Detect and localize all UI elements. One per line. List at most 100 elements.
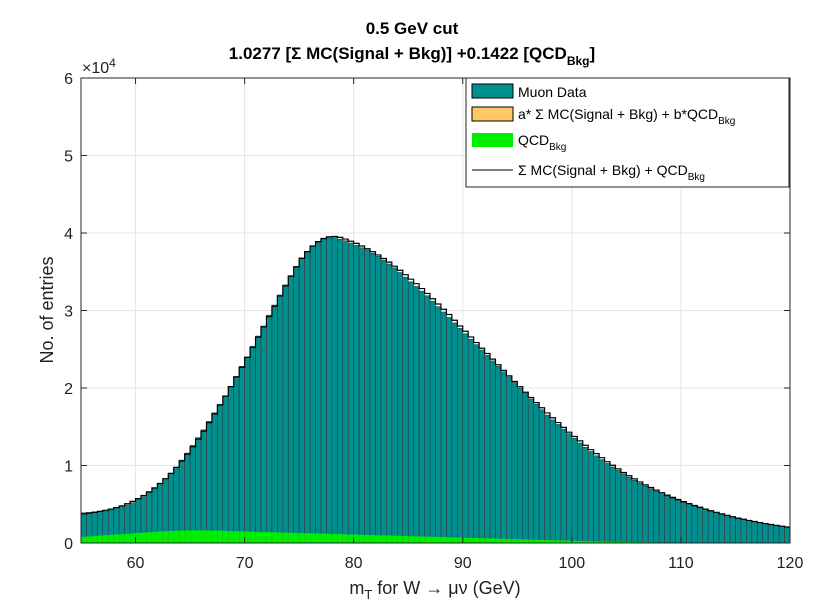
data-bar (402, 276, 409, 544)
qcd-bar (124, 533, 131, 543)
data-bar (478, 349, 485, 544)
data-bar (767, 524, 774, 544)
qcd-bar (506, 538, 512, 543)
data-bar (391, 267, 398, 544)
data-bar (337, 238, 344, 544)
data-bar (669, 497, 676, 544)
legend-label-fit: a* Σ MC(Signal + Bkg) + b*QCDBkg (518, 106, 735, 127)
data-bar (658, 493, 665, 544)
qcd-bar (315, 533, 321, 543)
qcd-bar (299, 533, 305, 543)
data-bar (304, 251, 311, 544)
qcd-bar (135, 532, 141, 543)
data-bar (713, 512, 720, 544)
data-bar (702, 509, 709, 544)
data-bar (636, 483, 644, 544)
title-line2-subscript: Bkg (567, 54, 590, 68)
data-bar (364, 249, 371, 544)
qcd-bar (320, 533, 327, 543)
data-bar (315, 242, 322, 544)
y-tick-label: 2 (64, 381, 73, 398)
chart-title-line1: 0.5 GeV cut (366, 19, 459, 38)
data-bar (211, 412, 218, 544)
qcd-bar (424, 536, 431, 543)
data-bar (533, 403, 540, 544)
qcd-bar (462, 537, 469, 543)
qcd-bar (331, 534, 338, 543)
data-bar (576, 442, 584, 544)
data-bar (696, 507, 704, 544)
qcd-bar (244, 531, 251, 543)
qcd-bar (310, 533, 316, 543)
data-bar (260, 325, 267, 544)
y-tick-label: 1 (64, 459, 73, 476)
qcd-bar (304, 533, 311, 543)
qcd-bar (342, 534, 349, 543)
data-bar (189, 445, 196, 544)
qcd-bar (151, 531, 158, 543)
qcd-bar (168, 530, 174, 543)
legend-qcd-main: QCD (518, 132, 549, 148)
legend-swatch-qcd (472, 133, 513, 147)
y-axis-label: No. of entries (37, 256, 57, 363)
qcd-bar (206, 530, 212, 543)
qcd-bar (140, 532, 147, 543)
data-bar (587, 451, 594, 544)
qcd-bar (473, 538, 480, 543)
x-tick-label: 120 (777, 555, 804, 572)
legend-label-data: Muon Data (518, 84, 587, 100)
qcd-bar (479, 538, 485, 543)
qcd-bar (517, 539, 523, 543)
data-bar (462, 333, 469, 544)
qcd-bar (173, 530, 180, 543)
qcd-bar (539, 539, 545, 543)
qcd-bar (451, 537, 458, 543)
qcd-bar (522, 539, 529, 543)
data-bar (729, 516, 736, 544)
qcd-bar (615, 541, 621, 543)
qcd-bar (402, 536, 409, 543)
x-tick-label: 60 (127, 555, 145, 572)
qcd-bar (353, 534, 360, 543)
sum-series-line (81, 235, 790, 528)
data-bar (686, 503, 693, 544)
data-bar (326, 237, 333, 544)
qcd-bar (435, 536, 441, 543)
legend-label-qcd: QCDBkg (518, 132, 566, 153)
data-bar (298, 257, 305, 544)
qcd-bar (380, 535, 387, 543)
y-tick-label: 6 (64, 71, 73, 88)
y-exponent-base: ×10 (82, 60, 109, 77)
data-bar (331, 237, 338, 544)
qcd-bar (157, 531, 163, 543)
qcd-bar (408, 536, 414, 543)
qcd-bar (490, 538, 496, 543)
data-bar (664, 495, 671, 544)
data-bar (457, 328, 464, 544)
data-bar (495, 365, 502, 544)
x-label-m: m (349, 578, 364, 598)
data-bar (418, 290, 425, 544)
data-bar (609, 466, 616, 544)
data-bar (413, 286, 420, 544)
legend-box (465, 77, 790, 188)
data-bar (347, 242, 354, 544)
data-bar (446, 317, 453, 544)
y-axis-ticks: 0 1 2 3 4 5 6 (64, 71, 790, 553)
qcd-bar (571, 540, 578, 543)
legend: Muon Data a* Σ MC(Signal + Bkg) + b*QCDB… (465, 77, 790, 188)
data-bar (244, 356, 251, 544)
qcd-bar (184, 530, 191, 543)
qcd-bar (337, 534, 343, 543)
x-tick-label: 110 (668, 555, 694, 572)
data-bar (522, 393, 529, 544)
qcd-bar (397, 535, 403, 543)
qcd-bar (544, 540, 551, 543)
data-bar (735, 517, 742, 544)
qcd-bar (162, 531, 169, 543)
data-bar (555, 424, 562, 544)
qcd-bar (577, 540, 583, 543)
qcd-bar (446, 537, 452, 543)
data-bar (691, 505, 698, 544)
qcd-bar (130, 533, 136, 543)
